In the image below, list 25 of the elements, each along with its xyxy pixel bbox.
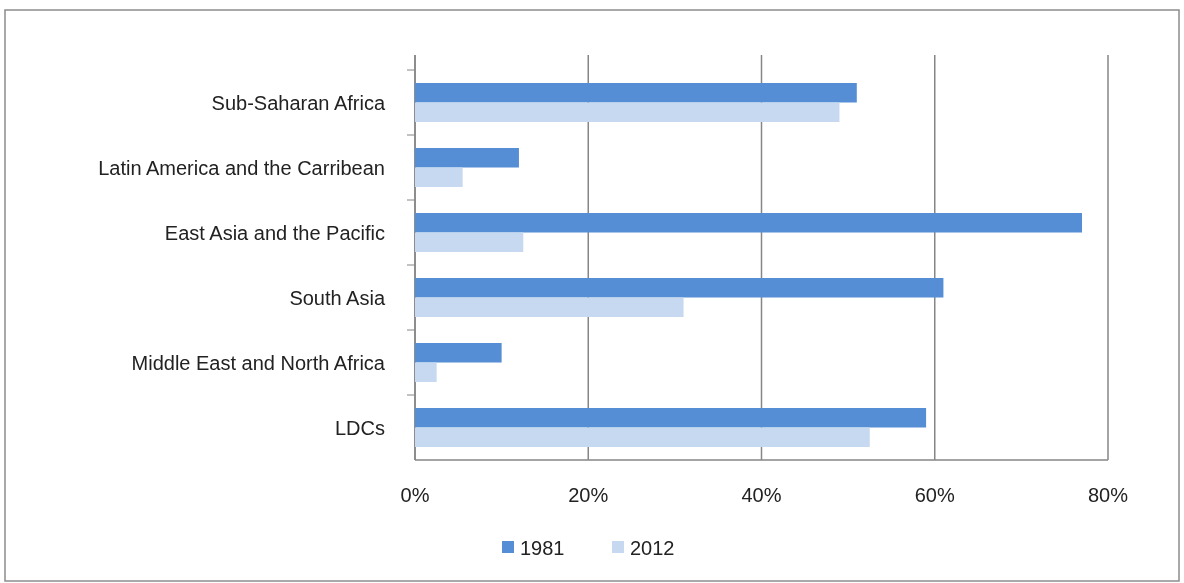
- bar: [415, 167, 463, 187]
- bar: [415, 213, 1083, 233]
- legend-label: 1981: [520, 537, 565, 559]
- x-tick-label: 40%: [741, 484, 782, 506]
- legend-label: 2012: [630, 537, 675, 559]
- bar: [415, 408, 927, 428]
- bar: [415, 297, 684, 317]
- y-tick-label: LDCs: [334, 416, 385, 439]
- x-tick-label: 20%: [568, 484, 609, 506]
- y-tick-label: Middle East and North Africa: [131, 351, 386, 374]
- bar: [415, 83, 857, 103]
- y-tick-label: Sub-Saharan Africa: [211, 91, 386, 114]
- bar: [415, 102, 840, 122]
- x-tick-label: 0%: [400, 484, 430, 506]
- bar: [415, 427, 870, 447]
- bar: [415, 278, 944, 298]
- x-tick-label: 60%: [914, 484, 955, 506]
- y-tick-label: Latin America and the Carribean: [98, 156, 385, 179]
- bar: [415, 232, 524, 252]
- x-tick-label: 80%: [1087, 484, 1129, 506]
- y-tick-label: South Asia: [289, 286, 386, 309]
- y-tick-label: East Asia and the Pacific: [164, 221, 385, 244]
- bar: [415, 343, 502, 363]
- bar: [415, 362, 437, 382]
- bar: [415, 148, 519, 168]
